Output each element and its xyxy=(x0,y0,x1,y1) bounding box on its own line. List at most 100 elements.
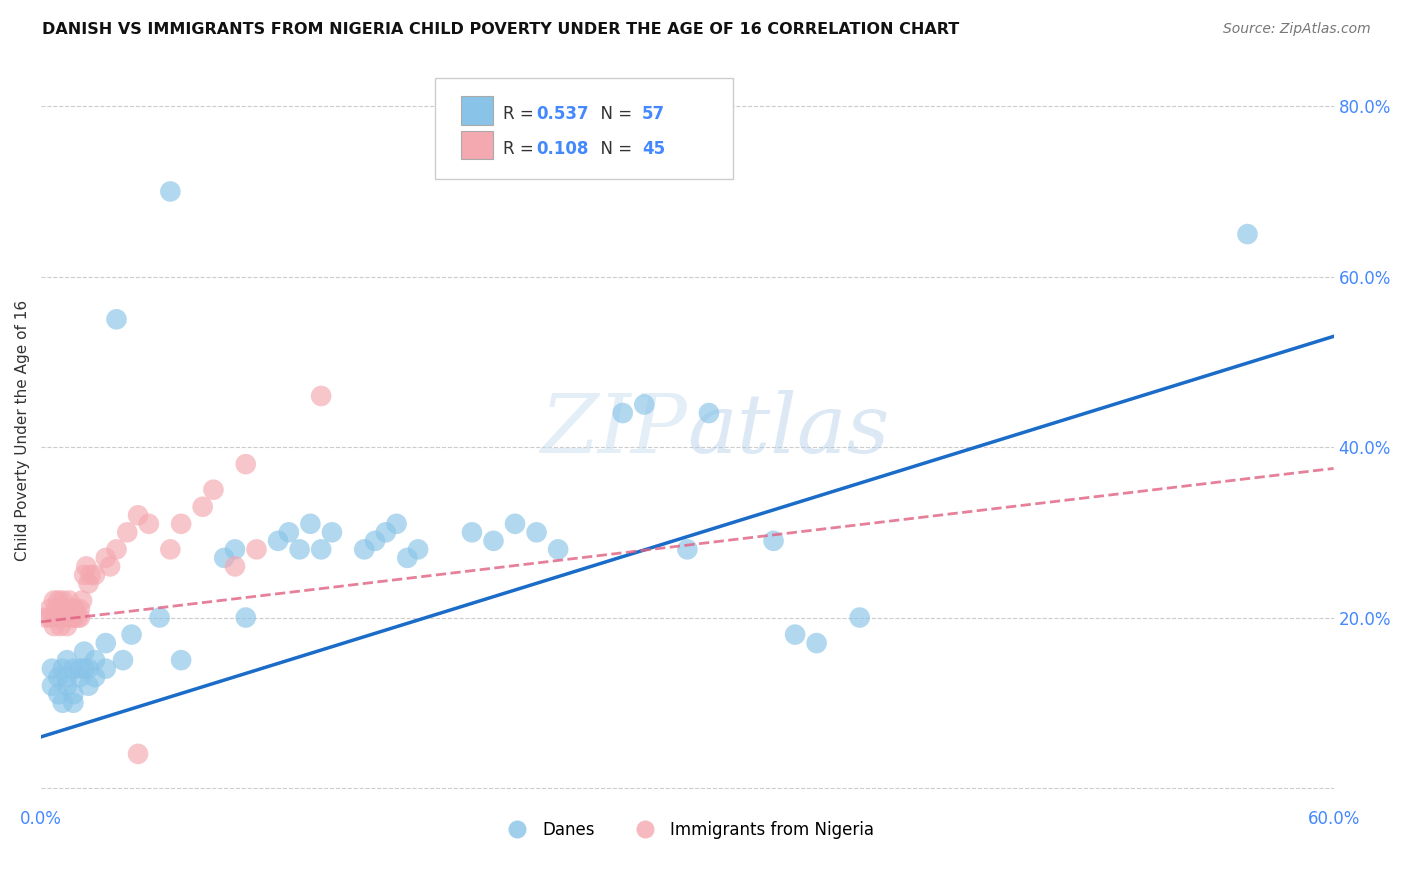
Point xyxy=(526,525,548,540)
Point xyxy=(127,747,149,761)
Point xyxy=(41,679,63,693)
Point xyxy=(288,542,311,557)
Point xyxy=(235,457,257,471)
Point xyxy=(385,516,408,531)
Point xyxy=(121,627,143,641)
Point xyxy=(224,542,246,557)
Point xyxy=(62,696,84,710)
Point xyxy=(396,550,419,565)
Point xyxy=(62,602,84,616)
Point xyxy=(848,610,870,624)
Point xyxy=(503,516,526,531)
Point xyxy=(38,610,60,624)
Point xyxy=(56,679,79,693)
Point xyxy=(374,525,396,540)
Point xyxy=(41,662,63,676)
Point xyxy=(84,653,107,667)
Point xyxy=(149,610,172,624)
Text: 57: 57 xyxy=(643,105,665,123)
Point xyxy=(461,525,484,540)
Text: atlas: atlas xyxy=(688,390,890,470)
Point xyxy=(46,687,69,701)
Text: 0.108: 0.108 xyxy=(536,140,589,158)
Point xyxy=(60,610,83,624)
Point xyxy=(58,593,80,607)
Point xyxy=(94,550,117,565)
Point xyxy=(321,525,343,540)
Point xyxy=(1236,227,1258,241)
Point xyxy=(98,559,121,574)
Point xyxy=(159,542,181,557)
Point xyxy=(235,610,257,624)
Point xyxy=(56,653,79,667)
Point xyxy=(309,389,332,403)
Point xyxy=(633,397,655,411)
Point xyxy=(277,525,299,540)
Point xyxy=(224,559,246,574)
Point xyxy=(245,542,267,557)
Point xyxy=(75,559,97,574)
Point xyxy=(806,636,828,650)
Legend: Danes, Immigrants from Nigeria: Danes, Immigrants from Nigeria xyxy=(494,814,880,846)
Text: N =: N = xyxy=(591,140,638,158)
Point xyxy=(52,593,75,607)
Text: N =: N = xyxy=(591,105,638,123)
Point xyxy=(94,662,117,676)
Point xyxy=(52,610,75,624)
Point xyxy=(46,670,69,684)
Point xyxy=(353,542,375,557)
Text: Source: ZipAtlas.com: Source: ZipAtlas.com xyxy=(1223,22,1371,37)
Point xyxy=(105,312,128,326)
Text: R =: R = xyxy=(502,140,538,158)
Point xyxy=(364,533,387,548)
Point xyxy=(66,610,89,624)
Point xyxy=(34,610,56,624)
FancyBboxPatch shape xyxy=(436,78,733,179)
Point xyxy=(191,500,214,514)
Point xyxy=(406,542,429,557)
Point xyxy=(62,662,84,676)
Point xyxy=(70,593,93,607)
Point xyxy=(62,687,84,701)
Point xyxy=(69,670,91,684)
Point xyxy=(73,645,96,659)
Point xyxy=(46,610,69,624)
Text: DANISH VS IMMIGRANTS FROM NIGERIA CHILD POVERTY UNDER THE AGE OF 16 CORRELATION : DANISH VS IMMIGRANTS FROM NIGERIA CHILD … xyxy=(42,22,959,37)
Text: R =: R = xyxy=(502,105,538,123)
Point xyxy=(69,662,91,676)
Point xyxy=(49,602,72,616)
Point xyxy=(45,610,67,624)
Point xyxy=(65,602,87,616)
Point xyxy=(73,568,96,582)
Point xyxy=(111,653,134,667)
Point xyxy=(46,593,69,607)
Point xyxy=(202,483,225,497)
Point xyxy=(77,576,100,591)
Point xyxy=(42,619,65,633)
Point xyxy=(267,533,290,548)
Text: 45: 45 xyxy=(643,140,665,158)
Point xyxy=(52,696,75,710)
Point xyxy=(783,627,806,641)
Point xyxy=(69,602,91,616)
FancyBboxPatch shape xyxy=(461,96,494,125)
Point xyxy=(42,593,65,607)
Point xyxy=(309,542,332,557)
Point xyxy=(138,516,160,531)
Point xyxy=(127,508,149,523)
Point xyxy=(762,533,785,548)
Point xyxy=(69,610,91,624)
Point xyxy=(170,516,193,531)
Point xyxy=(52,662,75,676)
Point xyxy=(159,185,181,199)
Y-axis label: Child Poverty Under the Age of 16: Child Poverty Under the Age of 16 xyxy=(15,300,30,561)
Point xyxy=(676,542,699,557)
Point xyxy=(482,533,505,548)
Point xyxy=(84,568,107,582)
Point xyxy=(77,679,100,693)
Point xyxy=(697,406,720,420)
Point xyxy=(56,619,79,633)
Point xyxy=(79,568,101,582)
Point xyxy=(212,550,235,565)
Point xyxy=(52,602,75,616)
